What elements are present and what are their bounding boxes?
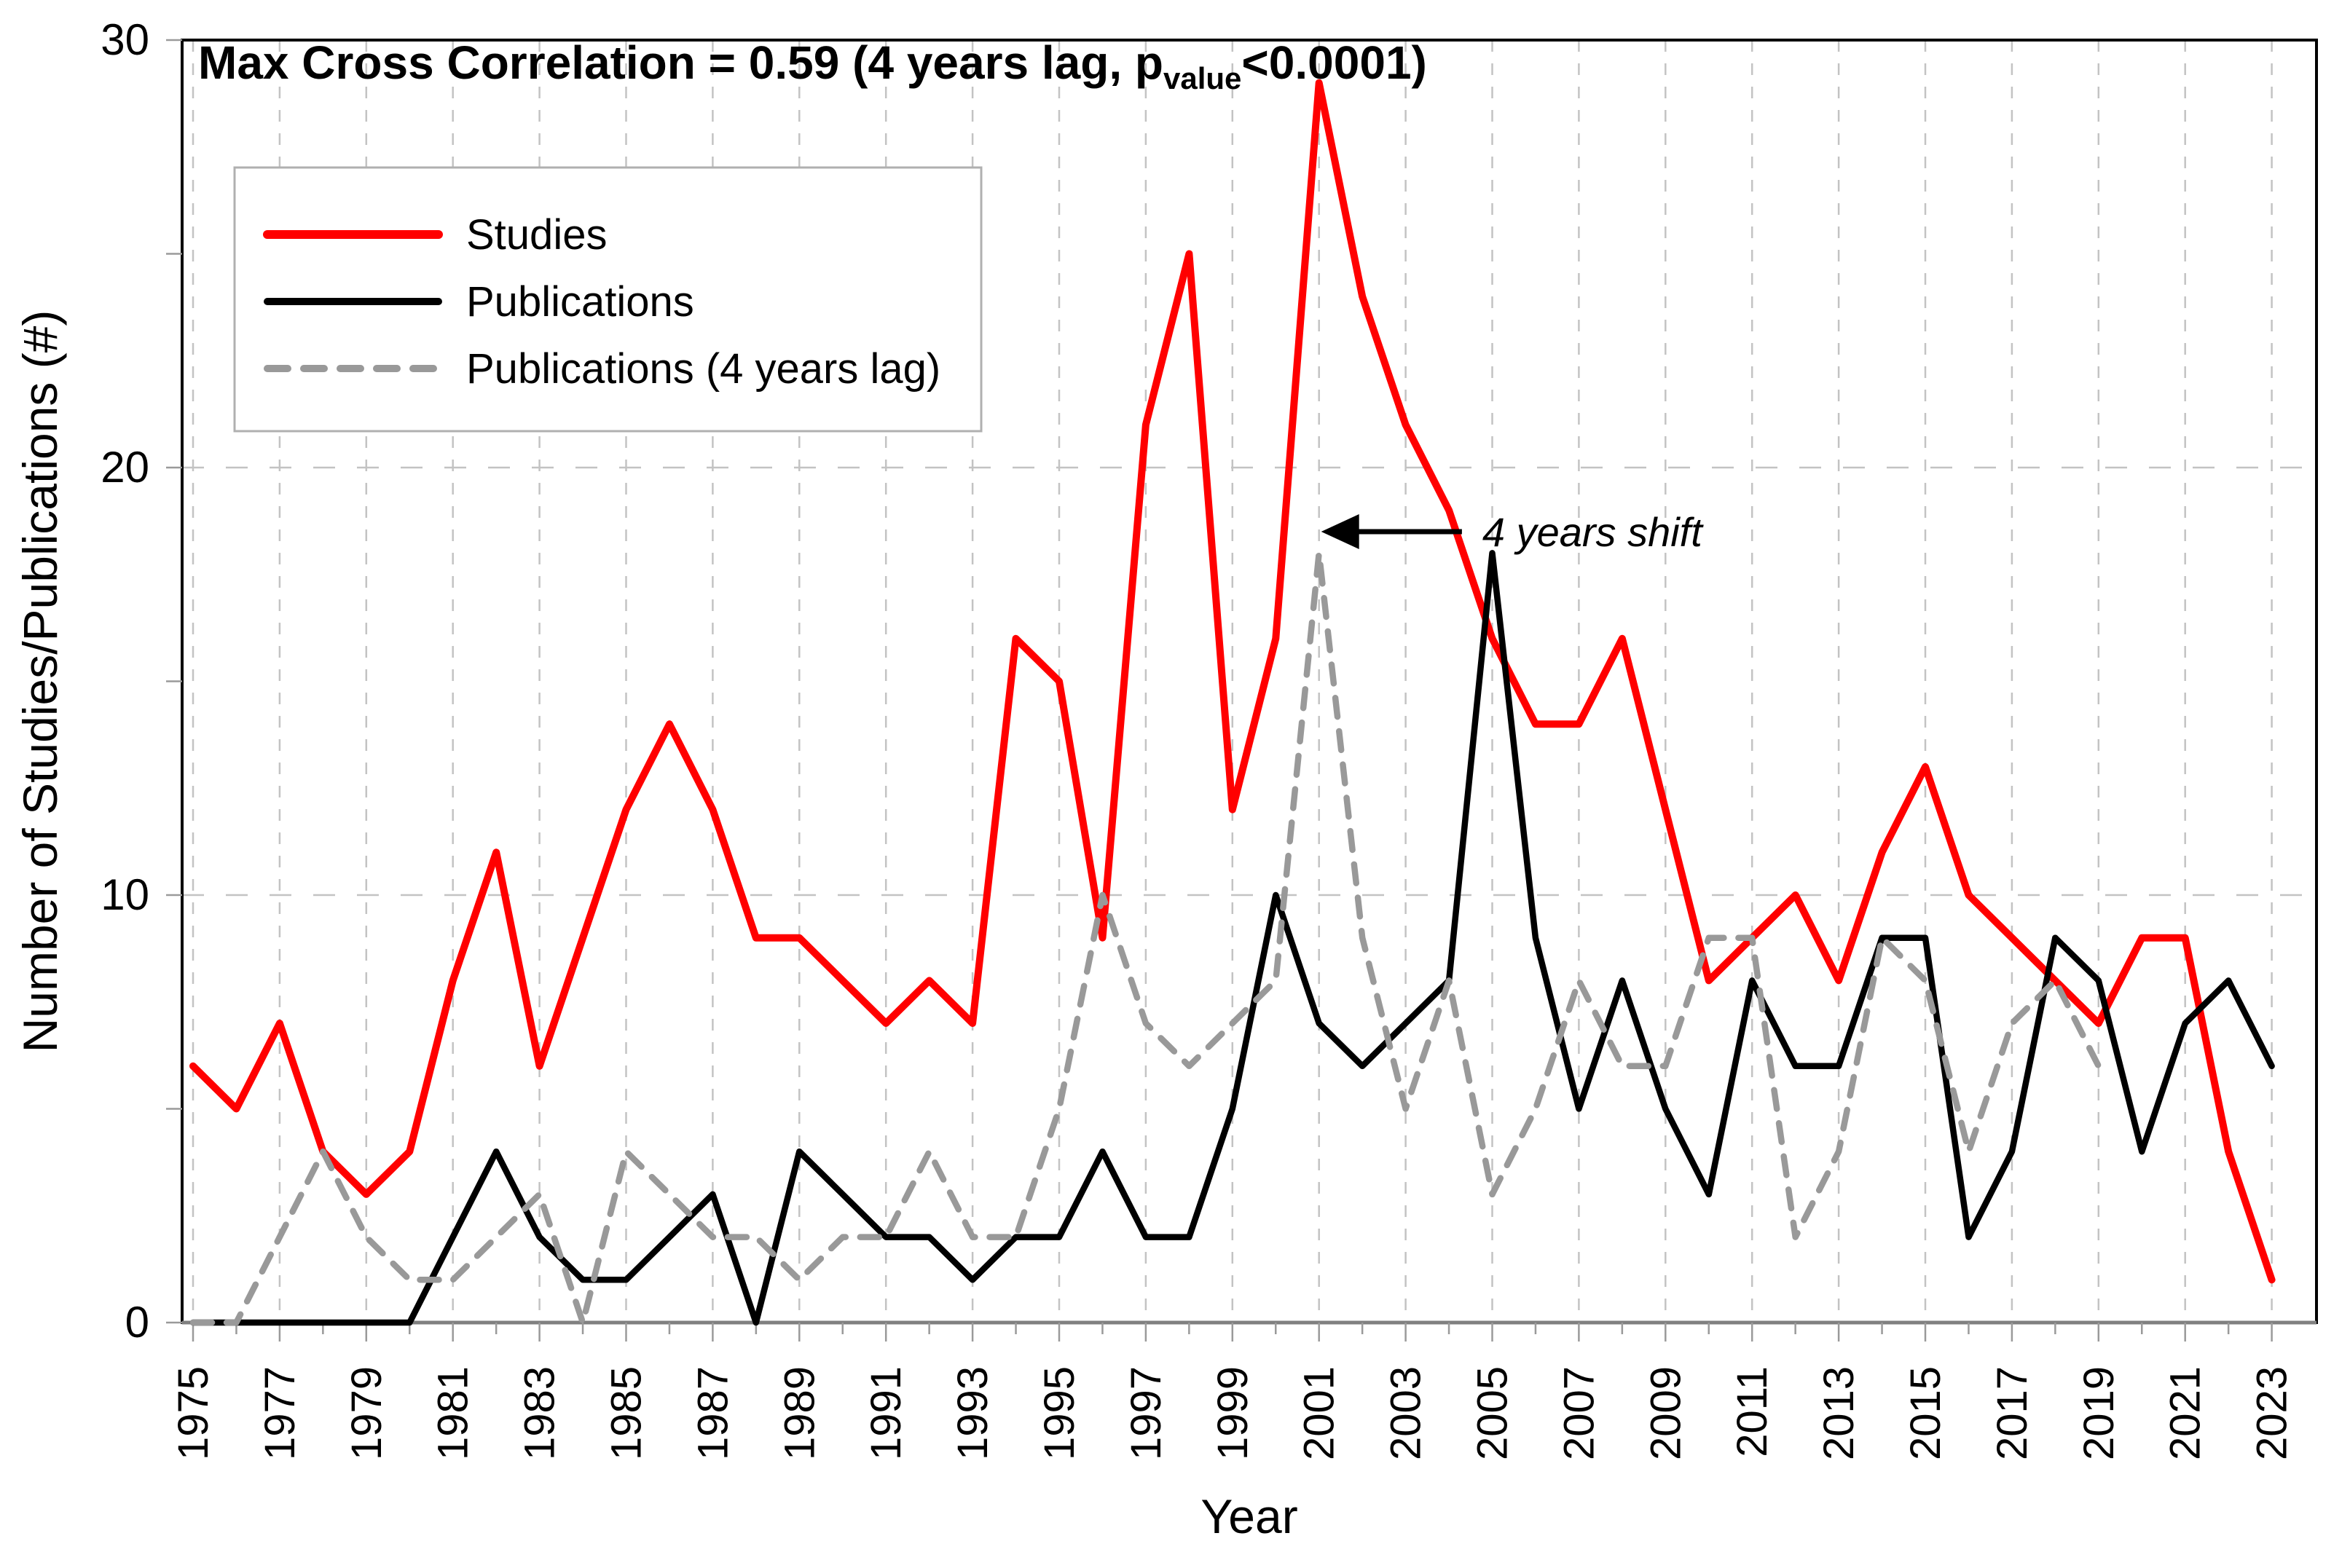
x-tick-label: 2019 <box>2075 1366 2123 1460</box>
x-tick-label: 2011 <box>1729 1366 1776 1457</box>
x-tick-label: 1983 <box>516 1366 564 1460</box>
y-tick-label: 10 <box>101 870 149 919</box>
x-tick-label: 2017 <box>1989 1366 2036 1460</box>
x-tick-label: 1979 <box>343 1366 390 1460</box>
x-tick-label: 2001 <box>1296 1366 1343 1460</box>
x-tick-label: 1981 <box>430 1366 477 1460</box>
y-tick-label: 0 <box>125 1298 149 1347</box>
publications-line <box>189 550 2275 1326</box>
shift-arrow-head <box>1321 514 1359 550</box>
studies-line <box>189 79 2276 1284</box>
y-axis-title: Number of Studies/Publications (#) <box>13 310 67 1053</box>
x-tick-label: 1989 <box>776 1366 823 1460</box>
x-tick-label: 2005 <box>1469 1366 1517 1460</box>
legend-label: Publications <box>466 278 694 326</box>
legend-label: Studies <box>466 211 607 259</box>
x-tick-label: 1995 <box>1036 1366 1083 1460</box>
x-tick-label: 2003 <box>1383 1366 1430 1460</box>
x-tick-label: 2009 <box>1642 1366 1689 1460</box>
x-axis-title: Year <box>1200 1489 1297 1543</box>
x-tick-label: 2023 <box>2249 1366 2296 1460</box>
x-tick-label: 1999 <box>1209 1366 1257 1460</box>
x-tick-label: 1993 <box>949 1366 997 1460</box>
chart-title: Max Cross Correlation = 0.59 (4 years la… <box>198 36 1427 95</box>
x-tick-label: 1991 <box>862 1366 910 1460</box>
shift-annotation-text: 4 years shift <box>1482 509 1704 555</box>
x-tick-label: 2013 <box>1815 1366 1863 1460</box>
y-tick-label: 20 <box>101 443 149 492</box>
x-tick-label: 1987 <box>689 1366 736 1460</box>
publications-lag-line <box>189 550 2102 1326</box>
x-tick-label: 1977 <box>256 1366 304 1460</box>
x-tick-label: 2021 <box>2162 1366 2209 1460</box>
legend-label: Publications (4 years lag) <box>466 345 940 393</box>
x-tick-label: 1985 <box>603 1366 651 1460</box>
y-tick-label: 30 <box>101 15 149 64</box>
x-tick-label: 2007 <box>1555 1366 1603 1460</box>
x-tick-label: 1975 <box>170 1366 217 1460</box>
x-tick-label: 2015 <box>1902 1366 1949 1460</box>
x-tick-label: 1997 <box>1123 1366 1170 1460</box>
